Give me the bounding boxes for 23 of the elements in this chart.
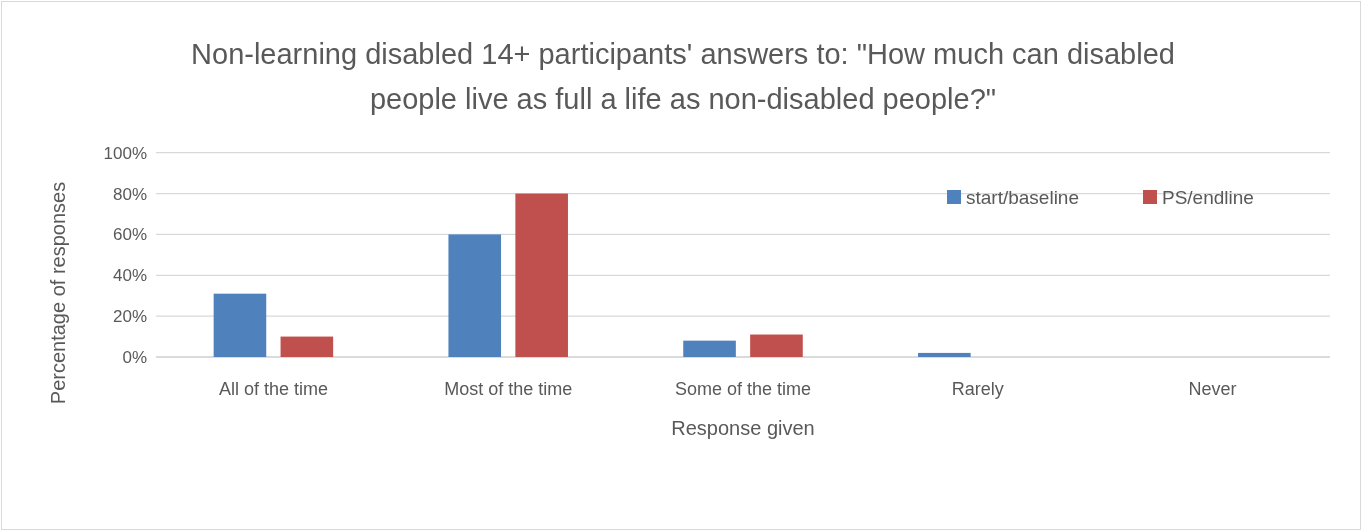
bar — [280, 336, 334, 357]
x-tick-label: Rarely — [951, 379, 1004, 400]
bar — [448, 234, 502, 357]
y-tick-label: 40% — [112, 266, 147, 286]
bar — [750, 334, 803, 357]
y-tick-label: 60% — [112, 225, 147, 245]
legend-label: start/baseline — [966, 186, 1080, 208]
y-tick-label: 0% — [122, 347, 147, 367]
bar — [515, 193, 568, 357]
x-tick-label: Never — [1188, 379, 1237, 400]
x-tick-label: Most of the time — [444, 379, 573, 400]
y-tick-label: 20% — [112, 307, 147, 327]
bar — [918, 352, 971, 357]
y-tick-label: 80% — [112, 184, 147, 204]
chart-title: Non-learning disabled 14+ participants' answers to: "How much can disabled people live as full a life as non-disabled people?" — [191, 38, 1175, 115]
y-tick-label: 100% — [103, 143, 147, 163]
legend-label: PS/endline — [1162, 186, 1254, 208]
y-axis-title: Percentage of responses — [47, 181, 69, 405]
x-axis-title: Response given — [671, 417, 815, 439]
x-tick-label: Some of the time — [674, 379, 812, 400]
bar — [683, 340, 736, 357]
x-tick-label: All of the time — [218, 379, 328, 400]
bar — [213, 293, 267, 357]
